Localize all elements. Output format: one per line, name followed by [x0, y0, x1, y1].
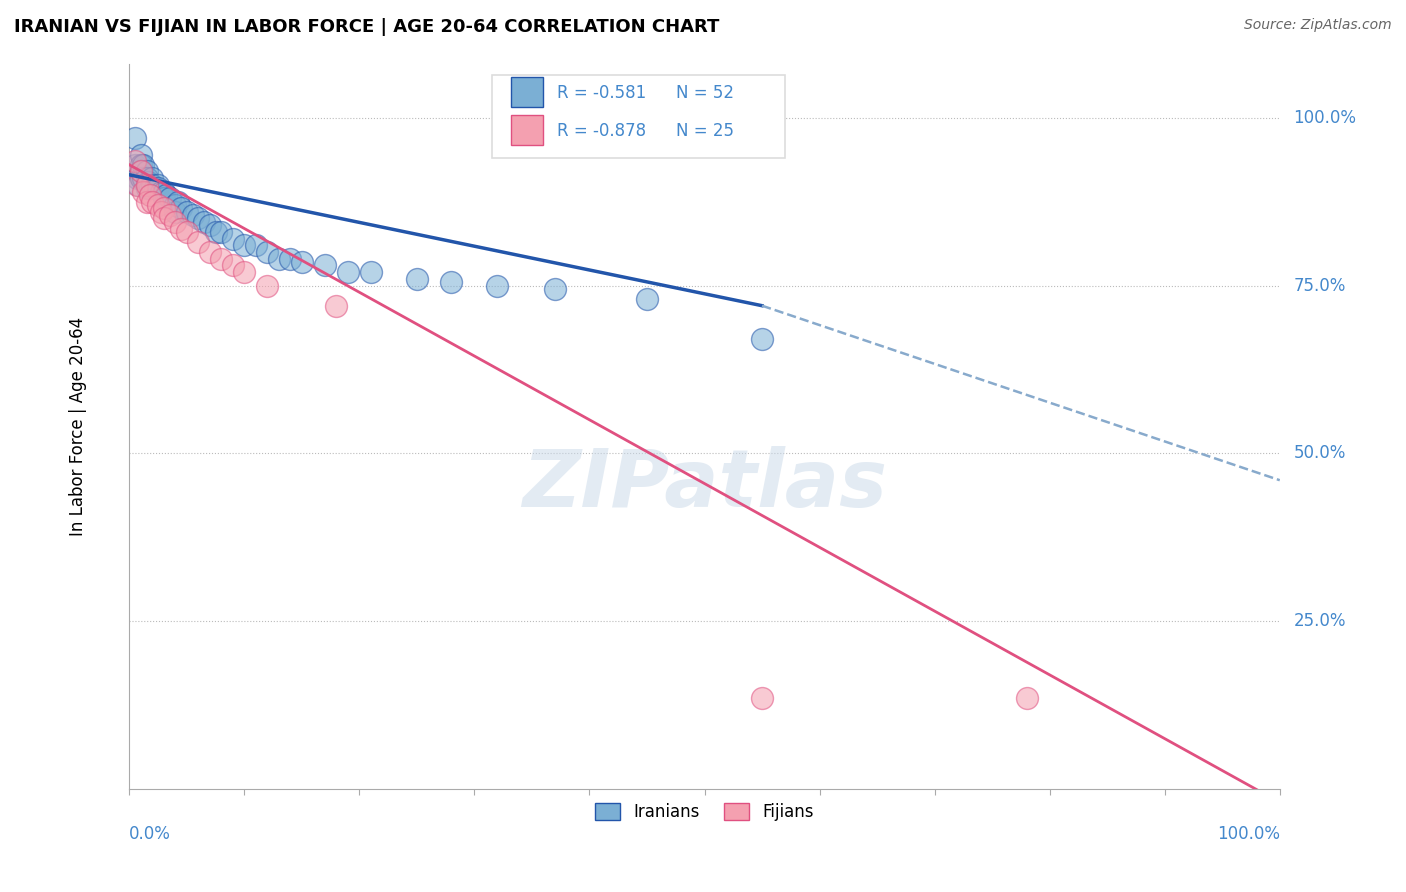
Point [486, 278, 509, 293]
Point [166, 194, 188, 209]
Point [1015, 691, 1038, 706]
Point [152, 211, 174, 226]
Text: In Labor Force | Age 20-64: In Labor Force | Age 20-64 [69, 317, 87, 536]
Point [204, 225, 226, 239]
Text: 50.0%: 50.0% [1294, 444, 1346, 462]
Point [440, 275, 463, 289]
Point [152, 185, 174, 199]
Point [280, 252, 302, 266]
Point [159, 208, 181, 222]
Point [139, 188, 162, 202]
Point [751, 332, 773, 346]
Text: 25.0%: 25.0% [1294, 612, 1346, 630]
Point [132, 185, 155, 199]
Point [146, 198, 169, 212]
Point [544, 282, 567, 296]
Point [152, 202, 174, 216]
Point [198, 218, 221, 232]
Point [291, 255, 314, 269]
Point [135, 178, 157, 192]
Point [245, 238, 267, 252]
FancyBboxPatch shape [512, 115, 544, 145]
Text: 75.0%: 75.0% [1294, 277, 1346, 294]
Point [360, 265, 382, 279]
Point [141, 171, 163, 186]
Point [124, 158, 146, 172]
Point [129, 171, 152, 186]
FancyBboxPatch shape [492, 75, 785, 158]
Point [150, 185, 173, 199]
Point [209, 252, 232, 266]
Point [127, 178, 149, 192]
Text: Source: ZipAtlas.com: Source: ZipAtlas.com [1244, 18, 1392, 32]
Point [129, 147, 152, 161]
Point [165, 215, 187, 229]
Point [314, 259, 336, 273]
Point [198, 245, 221, 260]
Point [222, 259, 245, 273]
FancyBboxPatch shape [512, 77, 544, 107]
Point [187, 211, 209, 226]
Point [127, 178, 149, 192]
Point [176, 204, 198, 219]
Point [146, 181, 169, 195]
Point [209, 225, 232, 239]
Text: ZIPatlas: ZIPatlas [522, 445, 887, 524]
Point [267, 252, 290, 266]
Point [150, 204, 173, 219]
Legend: Iranians, Fijians: Iranians, Fijians [588, 797, 821, 828]
Point [193, 215, 215, 229]
Point [129, 164, 152, 178]
Point [165, 198, 187, 212]
Text: R = -0.581: R = -0.581 [557, 84, 647, 102]
Point [132, 158, 155, 172]
Point [135, 181, 157, 195]
Point [181, 208, 204, 222]
Point [165, 204, 187, 219]
Point [256, 278, 278, 293]
Point [170, 202, 193, 216]
Point [141, 178, 163, 192]
Point [176, 225, 198, 239]
Point [139, 181, 162, 195]
Point [152, 191, 174, 205]
Point [336, 265, 359, 279]
Text: R = -0.878: R = -0.878 [557, 121, 647, 140]
Point [127, 171, 149, 186]
Text: N = 52: N = 52 [676, 84, 734, 102]
Point [233, 238, 256, 252]
Text: N = 25: N = 25 [676, 121, 734, 140]
Point [135, 194, 157, 209]
Point [636, 292, 658, 306]
Point [124, 131, 146, 145]
Text: IRANIAN VS FIJIAN IN LABOR FORCE | AGE 20-64 CORRELATION CHART: IRANIAN VS FIJIAN IN LABOR FORCE | AGE 2… [14, 18, 720, 36]
Text: 100.0%: 100.0% [1216, 825, 1279, 843]
Point [129, 158, 152, 172]
Point [132, 171, 155, 186]
Point [751, 691, 773, 706]
Point [256, 245, 278, 260]
Point [170, 221, 193, 235]
Point [129, 164, 152, 178]
Point [325, 299, 347, 313]
Text: 100.0%: 100.0% [1294, 109, 1357, 127]
Point [124, 154, 146, 169]
Point [143, 181, 166, 195]
Point [159, 191, 181, 205]
Point [136, 175, 159, 189]
Point [135, 164, 157, 178]
Point [155, 188, 177, 202]
Point [135, 171, 157, 186]
Point [222, 231, 245, 245]
Point [233, 265, 256, 279]
Point [406, 272, 429, 286]
Text: 0.0%: 0.0% [129, 825, 172, 843]
Point [187, 235, 209, 249]
Point [141, 194, 163, 209]
Point [146, 178, 169, 192]
